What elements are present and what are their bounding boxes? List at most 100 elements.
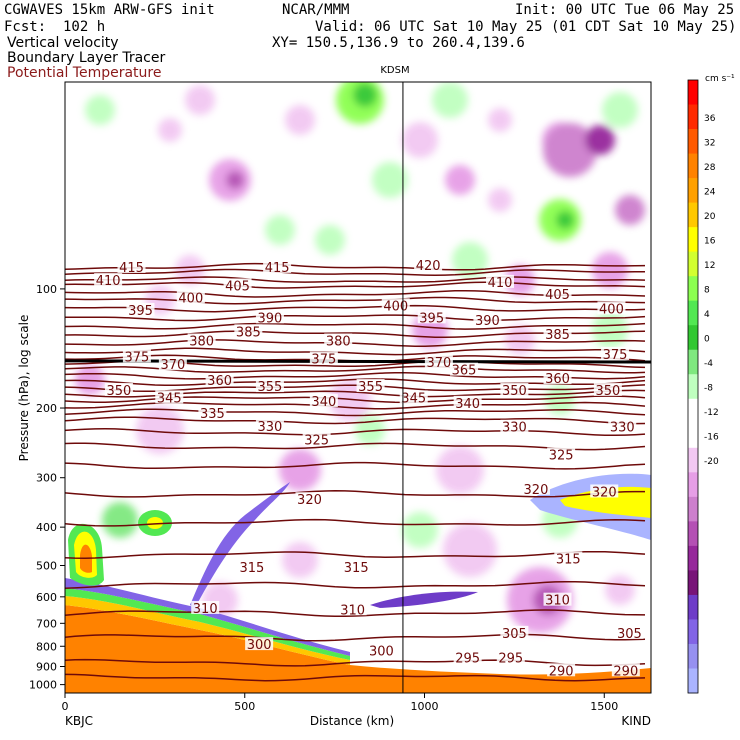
- theta-label: 310: [193, 602, 218, 617]
- boundary-layer-tracer: [65, 605, 651, 693]
- forecast-hour: Fcst: 102 h: [4, 19, 106, 35]
- colorbar-swatch: [688, 472, 698, 498]
- theta-contour: [65, 339, 646, 347]
- theta-label: 355: [258, 380, 283, 395]
- field-label-potential-temperature: Potential Temperature: [7, 65, 162, 81]
- theta-label: 340: [455, 397, 480, 412]
- theta-contour: [65, 347, 646, 356]
- theta-contour: [65, 262, 646, 271]
- y-tick-label: 200: [36, 402, 57, 415]
- theta-label: 330: [502, 421, 527, 436]
- colorbar-swatch: [688, 153, 698, 179]
- theta-label: 315: [344, 561, 369, 576]
- theta-label: 290: [549, 664, 574, 679]
- theta-label: 370: [160, 358, 185, 373]
- theta-contour: [65, 550, 646, 559]
- colorbar-unit: cm s⁻¹: [705, 74, 735, 84]
- plot-frame: [64, 81, 652, 694]
- theta-contour: [65, 580, 646, 589]
- theta-label: 395: [128, 304, 153, 319]
- theta-label: 400: [383, 299, 408, 314]
- valid-time: Valid: 06 UTC Sat 10 May 25 (01 CDT Sat …: [315, 19, 737, 35]
- theta-label: 325: [304, 433, 329, 448]
- y-tick-label: 100: [36, 283, 57, 296]
- theta-contour: [65, 518, 646, 527]
- theta-contour: [65, 268, 646, 276]
- colorbar-swatch: [688, 668, 698, 694]
- x-tick-label: 500: [234, 700, 255, 713]
- theta-label: 290: [613, 664, 638, 679]
- theta-label: 310: [545, 594, 570, 609]
- theta-label: 325: [549, 448, 574, 463]
- colorbar-swatch: [688, 545, 698, 571]
- colorbar-swatch: [688, 178, 698, 204]
- x-axis: 0 500 1000 1500: [62, 693, 618, 713]
- colorbar-swatch: [688, 276, 698, 302]
- theta-label: 345: [401, 391, 426, 406]
- y-tick-label: 600: [36, 591, 57, 604]
- theta-label: 355: [358, 380, 383, 395]
- colorbar-swatch: [688, 496, 698, 522]
- colorbar-tick-label: 36: [704, 114, 716, 124]
- y-tick-label: 500: [36, 559, 57, 572]
- theta-contour: [65, 314, 646, 322]
- x-tick-label: 1000: [411, 700, 439, 713]
- theta-label: 330: [258, 420, 283, 435]
- theta-label: 415: [265, 261, 290, 276]
- colorbar-swatch: [688, 594, 698, 620]
- theta-contour: [65, 609, 646, 618]
- theta-label: 375: [124, 350, 149, 365]
- theta-label: 340: [311, 395, 336, 410]
- colorbar-tick-label: 32: [704, 138, 715, 148]
- theta-label: 410: [96, 274, 121, 289]
- theta-label: 360: [545, 372, 570, 387]
- model-title: CGWAVES 15km ARW-GFS init: [4, 2, 215, 18]
- theta-label: 330: [610, 421, 635, 436]
- colorbar-swatch: [688, 227, 698, 253]
- colorbar-tick-label: -12: [704, 408, 719, 418]
- theta-label: 350: [595, 384, 620, 399]
- colorbar-tick-label: -16: [704, 433, 719, 443]
- colorbar-tick-label: 16: [704, 236, 716, 246]
- y-tick-label: 400: [36, 521, 57, 534]
- theta-label: 385: [545, 328, 570, 343]
- downdraft-streak: [370, 591, 478, 608]
- y-tick-label: 300: [36, 472, 57, 485]
- theta-label: 295: [498, 652, 523, 667]
- theta-label: 385: [236, 325, 261, 340]
- colorbar-tick-label: 20: [704, 212, 716, 222]
- station-marker-label: KDSM: [380, 65, 409, 76]
- y-axis: 100 200 300 400 500 600 700 800 900 1000: [29, 283, 65, 692]
- theta-label: 405: [545, 288, 570, 303]
- init-time: Init: 00 UTC Tue 06 May 25: [515, 2, 735, 18]
- theta-label: 390: [258, 311, 283, 326]
- theta-contour: [65, 633, 646, 642]
- theta-label: 405: [225, 279, 250, 294]
- colorbar-tick-label: 28: [704, 163, 716, 173]
- colorbar-swatch: [688, 619, 698, 645]
- theta-label: 395: [419, 311, 444, 326]
- colorbar-swatch: [688, 447, 698, 473]
- theta-contour: [65, 490, 645, 498]
- x-tick-label: 1500: [590, 700, 618, 713]
- theta-label: 305: [617, 627, 642, 642]
- theta-label: 375: [603, 348, 628, 363]
- theta-contour: [65, 281, 646, 289]
- y-tick-label: 900: [36, 661, 57, 674]
- theta-label: 390: [475, 314, 500, 329]
- colorbar-tick-label: 12: [704, 261, 715, 271]
- colorbar-tick-label: 8: [704, 285, 710, 295]
- theta-label: 415: [119, 261, 144, 276]
- colorbar-swatch: [688, 104, 698, 130]
- x-endpoint-left: KBJC: [65, 714, 93, 728]
- colorbar-swatch: [688, 129, 698, 155]
- colorbar-swatch: [688, 202, 698, 228]
- theta-label: 400: [178, 291, 203, 306]
- x-axis-title: Distance (km): [310, 714, 394, 728]
- theta-label: 305: [502, 627, 527, 642]
- colorbar-tick-label: -8: [704, 384, 713, 394]
- colorbar-swatch: [688, 374, 698, 400]
- organization: NCAR/MMM: [282, 2, 350, 18]
